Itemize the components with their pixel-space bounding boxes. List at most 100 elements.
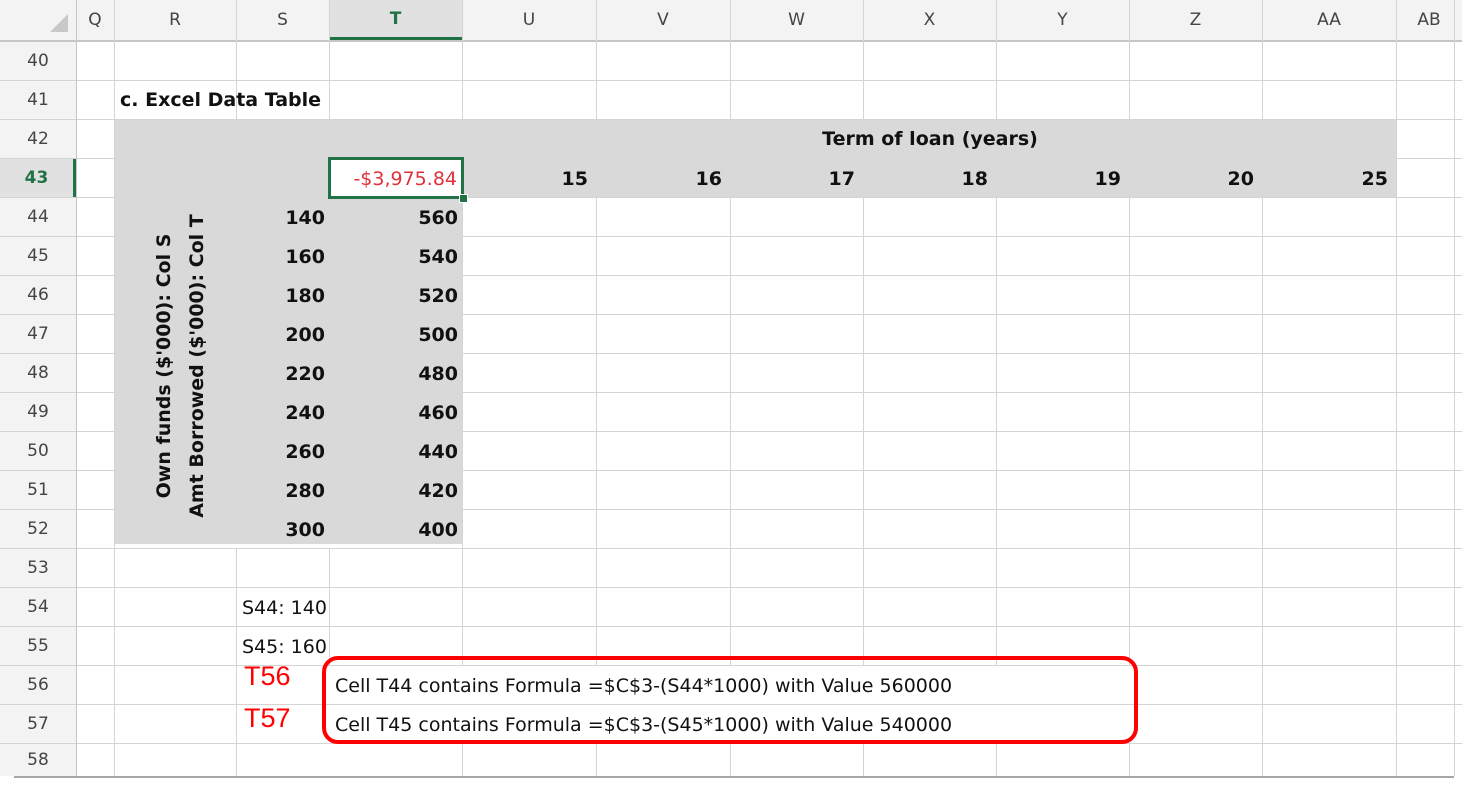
own-funds-value[interactable]: 260 [285, 440, 325, 463]
gridline [0, 470, 114, 471]
gridline [0, 80, 1462, 81]
borrowed-value[interactable]: 420 [418, 479, 458, 502]
own-funds-value[interactable]: 240 [285, 401, 325, 424]
borrowed-value[interactable]: 560 [418, 206, 458, 229]
gridline [462, 431, 1462, 432]
gridline [462, 392, 1462, 393]
gridline [329, 548, 330, 666]
borrowed-label[interactable]: Amt Borrowed ($'000): Col T [186, 214, 208, 518]
row-header-54[interactable]: 54 [27, 597, 49, 617]
borrowed-value[interactable]: 540 [418, 245, 458, 268]
column-header-r[interactable]: R [169, 10, 181, 30]
gridline [1396, 0, 1397, 776]
row-header-50[interactable]: 50 [27, 441, 49, 461]
own-funds-value[interactable]: 220 [285, 362, 325, 385]
row-header-53[interactable]: 53 [27, 558, 49, 578]
term-value[interactable]: 15 [561, 167, 588, 190]
borrowed-value[interactable]: 500 [418, 323, 458, 346]
formula-note-t45[interactable]: Cell T45 contains Formula =$C$3-(S45*100… [335, 713, 953, 736]
section-title[interactable]: c. Excel Data Table [120, 89, 322, 111]
row-header-40[interactable]: 40 [27, 51, 49, 71]
column-header-w[interactable]: W [788, 10, 805, 30]
column-header-y[interactable]: Y [1057, 10, 1068, 30]
own-funds-value[interactable]: 200 [285, 323, 325, 346]
note-s44[interactable]: S44: 140 [242, 596, 327, 619]
row-header-48[interactable]: 48 [27, 363, 49, 383]
own-funds-value[interactable]: 140 [285, 206, 325, 229]
term-value[interactable]: 18 [961, 167, 988, 190]
row-header-44[interactable]: 44 [27, 207, 49, 227]
gridline [1262, 198, 1263, 776]
gridline [0, 236, 114, 237]
column-header-bar [0, 0, 1462, 40]
row-header-47[interactable]: 47 [27, 324, 49, 344]
borrowed-value[interactable]: 480 [418, 362, 458, 385]
own-funds-label[interactable]: Own funds ($'000): Col S [153, 233, 175, 499]
term-value[interactable]: 19 [1094, 167, 1121, 190]
term-value[interactable]: 17 [828, 167, 855, 190]
own-funds-value[interactable]: 180 [285, 284, 325, 307]
gridline [1454, 0, 1455, 776]
gridline [0, 392, 114, 393]
column-header-z[interactable]: Z [1189, 10, 1202, 30]
sheet-bottom-edge [14, 776, 1454, 778]
column-header-ab[interactable]: AB [1417, 10, 1441, 30]
row-header-45[interactable]: 45 [27, 246, 49, 266]
column-header-v[interactable]: V [657, 10, 669, 30]
row-header-56[interactable]: 56 [27, 675, 49, 695]
column-header-u[interactable]: U [522, 10, 536, 30]
column-header-x[interactable]: X [923, 10, 936, 30]
term-of-loan-header[interactable]: Term of loan (years) [822, 128, 1038, 150]
formula-note-t44[interactable]: Cell T44 contains Formula =$C$3-(S44*100… [335, 674, 953, 697]
header-bottom-border [0, 40, 1462, 42]
gridline [1262, 0, 1263, 120]
note-s45[interactable]: S45: 160 [242, 635, 327, 658]
column-header-t[interactable]: T [329, 0, 462, 40]
row-header-46[interactable]: 46 [27, 285, 49, 305]
borrowed-value[interactable]: 460 [418, 401, 458, 424]
row-header-49[interactable]: 49 [27, 402, 49, 422]
gridline [0, 314, 114, 315]
gridline [236, 548, 237, 776]
active-cell-selection [328, 157, 464, 199]
gridline [462, 198, 463, 666]
row-header-55[interactable]: 55 [27, 636, 49, 656]
row-header-43[interactable]: 43 [0, 159, 76, 197]
term-value[interactable]: 16 [695, 167, 722, 190]
gridline [0, 665, 1462, 666]
data-table-formula-cell[interactable]: -$3,975.84 [353, 167, 457, 190]
column-header-aa[interactable]: AA [1317, 10, 1341, 30]
gridline [0, 431, 114, 432]
gridline [329, 0, 330, 120]
term-value[interactable]: 20 [1227, 167, 1254, 190]
row-header-41[interactable]: 41 [27, 90, 49, 110]
term-value[interactable]: 25 [1361, 167, 1388, 190]
gridline [0, 158, 114, 159]
borrowed-value[interactable]: 520 [418, 284, 458, 307]
own-funds-value[interactable]: 160 [285, 245, 325, 268]
gridline [863, 198, 864, 666]
own-funds-value[interactable]: 300 [285, 518, 325, 541]
select-all-corner[interactable] [0, 0, 76, 40]
gridline [236, 0, 237, 120]
fill-handle[interactable] [459, 194, 468, 203]
gridline [462, 509, 1462, 510]
gridline [0, 587, 1462, 588]
gridline [0, 509, 114, 510]
column-header-q[interactable]: Q [88, 10, 102, 30]
row-header-51[interactable]: 51 [27, 480, 49, 500]
own-funds-value[interactable]: 280 [285, 479, 325, 502]
row-header-42[interactable]: 42 [27, 129, 49, 149]
gridline [462, 353, 1462, 354]
row-header-52[interactable]: 52 [27, 519, 49, 539]
column-header-s[interactable]: S [277, 10, 288, 30]
gridline [996, 0, 997, 120]
borrowed-value[interactable]: 400 [418, 518, 458, 541]
gridline [0, 353, 114, 354]
borrowed-value[interactable]: 440 [418, 440, 458, 463]
row-header-57[interactable]: 57 [27, 714, 49, 734]
gridline [0, 119, 1462, 120]
row-header-58[interactable]: 58 [27, 750, 49, 770]
gridline [462, 470, 1462, 471]
